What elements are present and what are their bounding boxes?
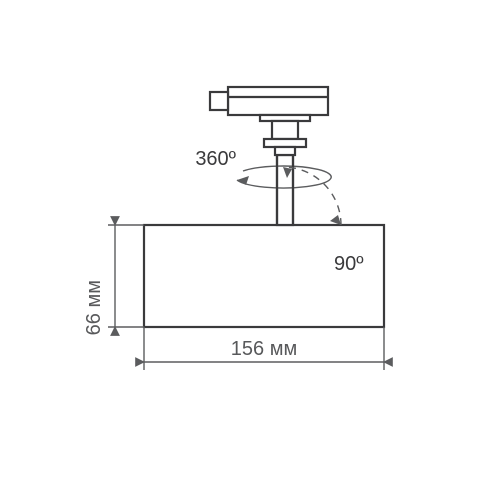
rotation360-label: 360º bbox=[195, 148, 236, 170]
dimension-height bbox=[108, 225, 144, 327]
track-adapter bbox=[210, 87, 328, 155]
height-label: 66 мм bbox=[83, 280, 105, 335]
dimension-diagram: 66 мм 156 мм 360º 90º bbox=[0, 0, 500, 500]
tilt90-label: 90º bbox=[334, 253, 364, 275]
lamp-body bbox=[144, 225, 384, 327]
width-label: 156 мм bbox=[231, 338, 297, 360]
